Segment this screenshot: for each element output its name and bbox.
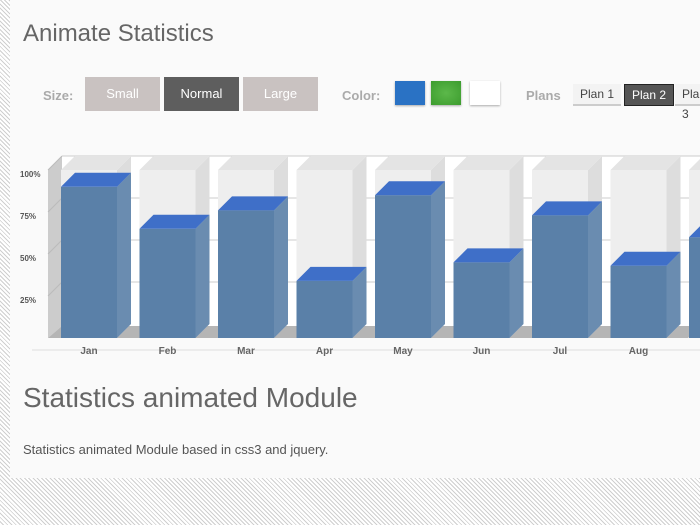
bar [61, 186, 117, 338]
color-label: Color: [342, 88, 381, 103]
color-white-swatch[interactable] [470, 81, 500, 105]
x-label: May [393, 346, 413, 357]
bar [139, 228, 196, 338]
x-label: Feb [158, 346, 177, 357]
y-tick: 100% [20, 170, 41, 179]
bar [610, 265, 667, 338]
bar [375, 195, 431, 338]
bar-side [352, 266, 367, 338]
bar-top [453, 248, 524, 263]
y-tick: 50% [20, 254, 37, 263]
plan-1-button[interactable]: Plan 1 [573, 84, 622, 106]
gridline [47, 281, 63, 297]
bar-side [666, 251, 681, 338]
x-label: Mar [237, 346, 255, 357]
bar-side [274, 196, 288, 338]
plan-2-button[interactable]: Plan 2 [624, 84, 675, 106]
bar-track-top [610, 156, 681, 170]
bar-track-top [532, 156, 602, 170]
bar-top [375, 181, 445, 196]
size-large-button[interactable]: Large [243, 77, 318, 111]
bar-track-top [375, 156, 445, 170]
bar-track-top [296, 156, 367, 170]
bar-top [689, 226, 700, 238]
plans-label: Plans [526, 88, 561, 103]
bar-side [431, 181, 445, 338]
color-green-swatch[interactable] [431, 81, 461, 105]
bar [532, 215, 588, 338]
bar-side [588, 201, 602, 338]
bar-chart: 100% 75% 50% 25% Jan Feb Mar Apr May Jun Jul Au… [10, 150, 700, 360]
bar-top [532, 201, 602, 216]
bar-top [61, 172, 131, 187]
bar [689, 237, 700, 338]
gridline [47, 155, 63, 171]
description: Statistics animated Module based in css3… [23, 442, 329, 457]
color-blue-swatch[interactable] [395, 81, 425, 105]
section-title: Statistics animated Module [23, 382, 358, 413]
bar-top [139, 214, 210, 229]
size-normal-button[interactable]: Normal [164, 77, 239, 111]
bar-side [117, 172, 131, 338]
bar-top [296, 266, 367, 281]
x-label: Apr [315, 346, 334, 357]
gridline [47, 197, 63, 213]
x-label: Jul [552, 346, 568, 357]
bar-track-top [453, 156, 524, 170]
bar-side [195, 214, 210, 338]
gridline [47, 239, 63, 255]
x-label: Jun [472, 346, 491, 357]
page: Animate Statistics Size: Small Normal La… [10, 0, 700, 478]
bar-track-top [61, 156, 131, 170]
bar-top [218, 196, 288, 211]
bar [453, 262, 510, 338]
y-tick: 25% [20, 296, 37, 305]
bar [296, 280, 353, 338]
page-title: Animate Statistics [23, 20, 214, 47]
x-label: Aug [628, 346, 649, 357]
bar-side [509, 248, 524, 338]
size-small-button[interactable]: Small [85, 77, 160, 111]
bar-track-top [218, 156, 288, 170]
bar-track-top [139, 156, 210, 170]
bar [218, 210, 274, 338]
bar-top [610, 251, 681, 266]
bar-track-top [689, 159, 700, 170]
size-label: Size: [43, 88, 74, 103]
x-label: Jan [80, 346, 98, 357]
plan-3-button[interactable]: Plan 3 [675, 84, 700, 121]
y-tick: 75% [20, 212, 37, 221]
